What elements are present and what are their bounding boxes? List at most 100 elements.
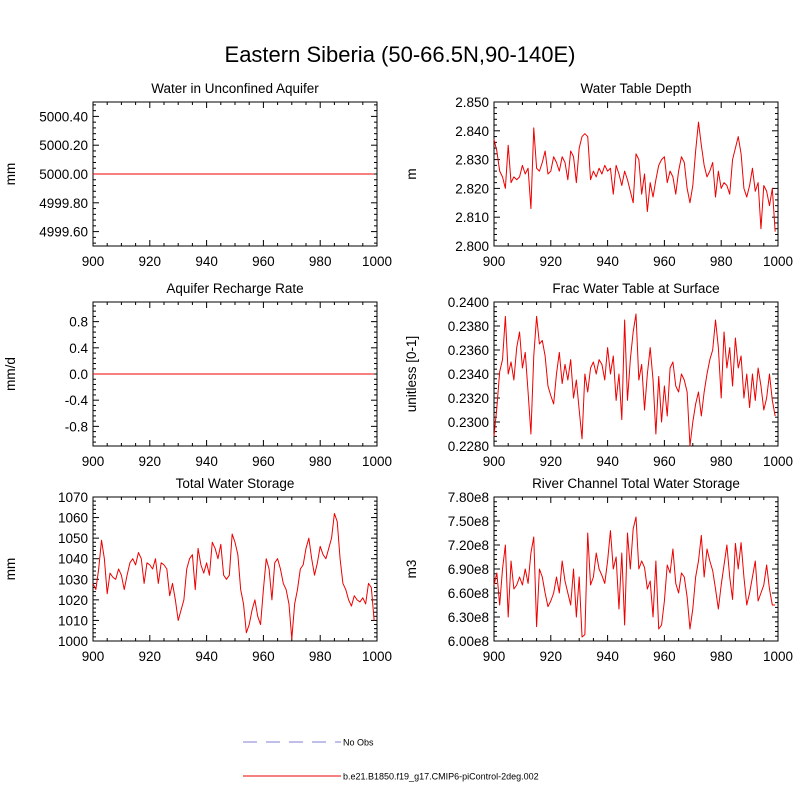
plot-frame	[493, 101, 779, 247]
y-tick-label: 0.2380	[448, 319, 489, 334]
y-tick-label: 7.50e8	[448, 514, 489, 529]
y-tick-label: 0.2280	[448, 439, 489, 454]
x-tick-label: 1000	[362, 454, 392, 469]
y-axis-label: m3	[404, 560, 419, 579]
y-tick-label: 1020	[58, 593, 88, 608]
x-tick-label: 900	[483, 454, 506, 469]
y-axis-label: mm/d	[3, 357, 18, 391]
panel-title: River Channel Total Water Storage	[532, 476, 740, 491]
y-tick-label: 6.00e8	[448, 634, 489, 649]
panel-total-water-storage: Total Water Storage mm 900 920 940 960 980 1000…	[3, 476, 392, 664]
x-tick-label: 920	[139, 454, 162, 469]
plot-frame	[92, 496, 378, 642]
y-axis-label: mm	[3, 558, 18, 581]
y-tick-label: -0.8	[65, 419, 88, 434]
figure-title: Eastern Siberia (50-66.5N,90-140E)	[225, 42, 576, 67]
y-tick-label: 2.820	[455, 181, 489, 196]
x-tick-label: 960	[653, 649, 676, 664]
y-tick-label: 5000.40	[39, 109, 88, 124]
y-tick-label: 1010	[58, 613, 88, 628]
panel-title: Total Water Storage	[176, 476, 295, 491]
x-tick-label: 980	[710, 649, 733, 664]
x-tick-label: 940	[195, 254, 218, 269]
y-tick-label: -0.4	[65, 393, 89, 408]
x-tick-label: 940	[195, 454, 218, 469]
legend: No Obs b.e21.B1850.f19_g17.CMIP6-piContr…	[243, 738, 539, 782]
y-tick-label: 2.850	[455, 95, 489, 110]
panel-water-table-depth: Water Table Depth m 900 920 940 960 980 1000 2.8…	[404, 81, 793, 269]
x-tick-label: 1000	[362, 649, 392, 664]
y-axis-label: mm	[3, 163, 18, 186]
x-tick-label: 960	[252, 254, 275, 269]
y-tick-label: 1030	[58, 572, 88, 587]
y-tick-label: 7.20e8	[448, 538, 489, 553]
y-tick-label: 2.800	[455, 239, 489, 254]
x-tick-label: 980	[309, 254, 332, 269]
y-tick-label: 1040	[58, 552, 88, 567]
x-tick-label: 980	[309, 454, 332, 469]
panel-frac-water-table-at-surface: Frac Water Table at Surface unitless [0-1…	[404, 281, 793, 469]
legend-label-model-run: b.e21.B1850.f19_g17.CMIP6-piControl-2deg…	[343, 772, 539, 782]
x-tick-label: 940	[596, 454, 619, 469]
x-tick-label: 940	[596, 254, 619, 269]
y-tick-label: 4999.60	[39, 225, 88, 240]
y-tick-label: 7.80e8	[448, 490, 489, 505]
y-axis-label: unitless [0-1]	[404, 336, 419, 413]
series-line-frac-water-table-at-surface	[493, 313, 776, 447]
x-tick-label: 960	[653, 254, 676, 269]
y-tick-label: 0.2300	[448, 415, 489, 430]
x-tick-label: 960	[252, 649, 275, 664]
x-tick-label: 920	[540, 454, 563, 469]
x-tick-label: 940	[195, 649, 218, 664]
series-line-total-water-storage	[92, 512, 375, 640]
x-tick-label: 980	[309, 649, 332, 664]
x-tick-label: 920	[139, 254, 162, 269]
y-tick-label: 6.90e8	[448, 562, 489, 577]
y-tick-label: 4999.80	[39, 196, 88, 211]
y-tick-label: 6.60e8	[448, 586, 489, 601]
y-tick-label: 0.0	[69, 367, 88, 382]
x-tick-label: 1000	[362, 254, 392, 269]
x-tick-label: 960	[252, 454, 275, 469]
y-tick-label: 0.4	[69, 341, 88, 356]
y-tick-label: 1000	[58, 634, 88, 649]
y-tick-label: 1070	[58, 490, 88, 505]
x-tick-label: 980	[710, 454, 733, 469]
x-tick-label: 900	[82, 254, 105, 269]
series-line-water-table-depth	[493, 121, 776, 232]
x-tick-label: 900	[483, 254, 506, 269]
legend-label-no-obs: No Obs	[343, 738, 374, 748]
y-axis-label: m	[404, 168, 419, 179]
x-tick-label: 920	[540, 254, 563, 269]
x-tick-label: 1000	[763, 649, 793, 664]
y-tick-label: 0.2320	[448, 391, 489, 406]
y-tick-label: 2.840	[455, 124, 489, 139]
y-tick-label: 6.30e8	[448, 610, 489, 625]
y-tick-label: 5000.20	[39, 138, 88, 153]
x-tick-label: 940	[596, 649, 619, 664]
panel-aquifer-recharge-rate: Aquifer Recharge Rate mm/d 900 920 940 960 980…	[3, 281, 392, 469]
panel-title: Aquifer Recharge Rate	[166, 281, 303, 296]
x-tick-label: 980	[710, 254, 733, 269]
y-tick-label: 0.2360	[448, 343, 489, 358]
x-tick-label: 900	[82, 454, 105, 469]
y-tick-label: 2.830	[455, 153, 489, 168]
x-tick-label: 900	[82, 649, 105, 664]
legend-item-model-run: b.e21.B1850.f19_g17.CMIP6-piControl-2deg…	[243, 772, 539, 782]
x-tick-label: 920	[540, 649, 563, 664]
x-tick-label: 1000	[763, 454, 793, 469]
x-tick-label: 960	[653, 454, 676, 469]
legend-item-no-obs: No Obs	[243, 738, 374, 748]
x-tick-label: 920	[139, 649, 162, 664]
series-line-river-channel-total-water-storage	[493, 516, 776, 638]
y-tick-label: 0.2400	[448, 295, 489, 310]
panel-water-in-unconfined-aquifer: Water in Unconfined Aquifer mm 900 920 940 96…	[3, 81, 392, 269]
y-tick-label: 0.8	[69, 315, 88, 330]
y-tick-label: 1050	[58, 531, 88, 546]
x-tick-label: 1000	[763, 254, 793, 269]
y-tick-label: 0.2340	[448, 367, 489, 382]
panel-river-channel-total-water-storage: River Channel Total Water Storage m3 900 92…	[404, 476, 793, 664]
panel-title: Frac Water Table at Surface	[552, 281, 719, 296]
x-tick-label: 900	[483, 649, 506, 664]
